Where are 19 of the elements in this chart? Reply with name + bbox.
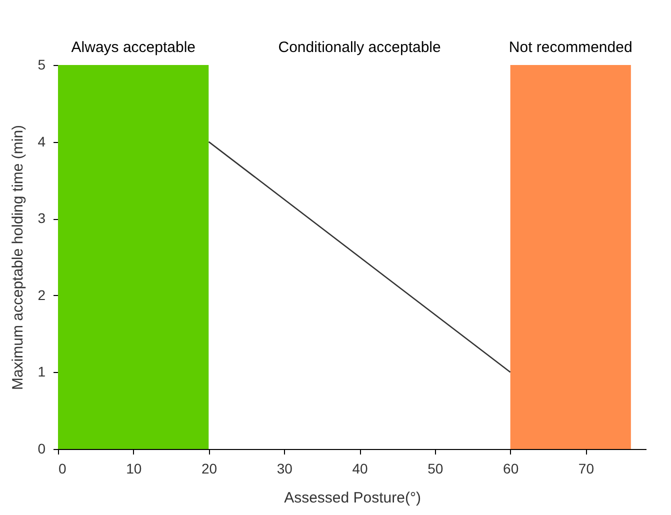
x-axis-title: Assessed Posture(°) xyxy=(284,490,421,506)
y-tick-label: 3 xyxy=(38,210,46,226)
x-tick-label: 20 xyxy=(201,460,218,476)
band-label: Conditionally acceptable xyxy=(278,39,441,56)
band-label: Not recommended xyxy=(508,39,632,56)
x-tick-label: 30 xyxy=(276,460,293,476)
x-tick-label: 10 xyxy=(126,460,142,476)
x-tick-label: 60 xyxy=(503,460,519,476)
y-axis-title: Maximum acceptable holding time (min) xyxy=(10,124,27,390)
y-tick-label: 0 xyxy=(38,440,46,456)
y-tick-label: 5 xyxy=(38,56,46,72)
x-tick-label: 70 xyxy=(578,460,594,476)
band-label: Always acceptable xyxy=(71,39,196,56)
y-tick-label: 4 xyxy=(38,133,46,150)
x-tick-label: 50 xyxy=(428,460,444,476)
x-tick-label: 40 xyxy=(352,460,368,476)
y-tick-label: 2 xyxy=(38,286,46,303)
x-tick-label: 0 xyxy=(58,460,66,476)
y-tick-label: 1 xyxy=(38,364,46,380)
